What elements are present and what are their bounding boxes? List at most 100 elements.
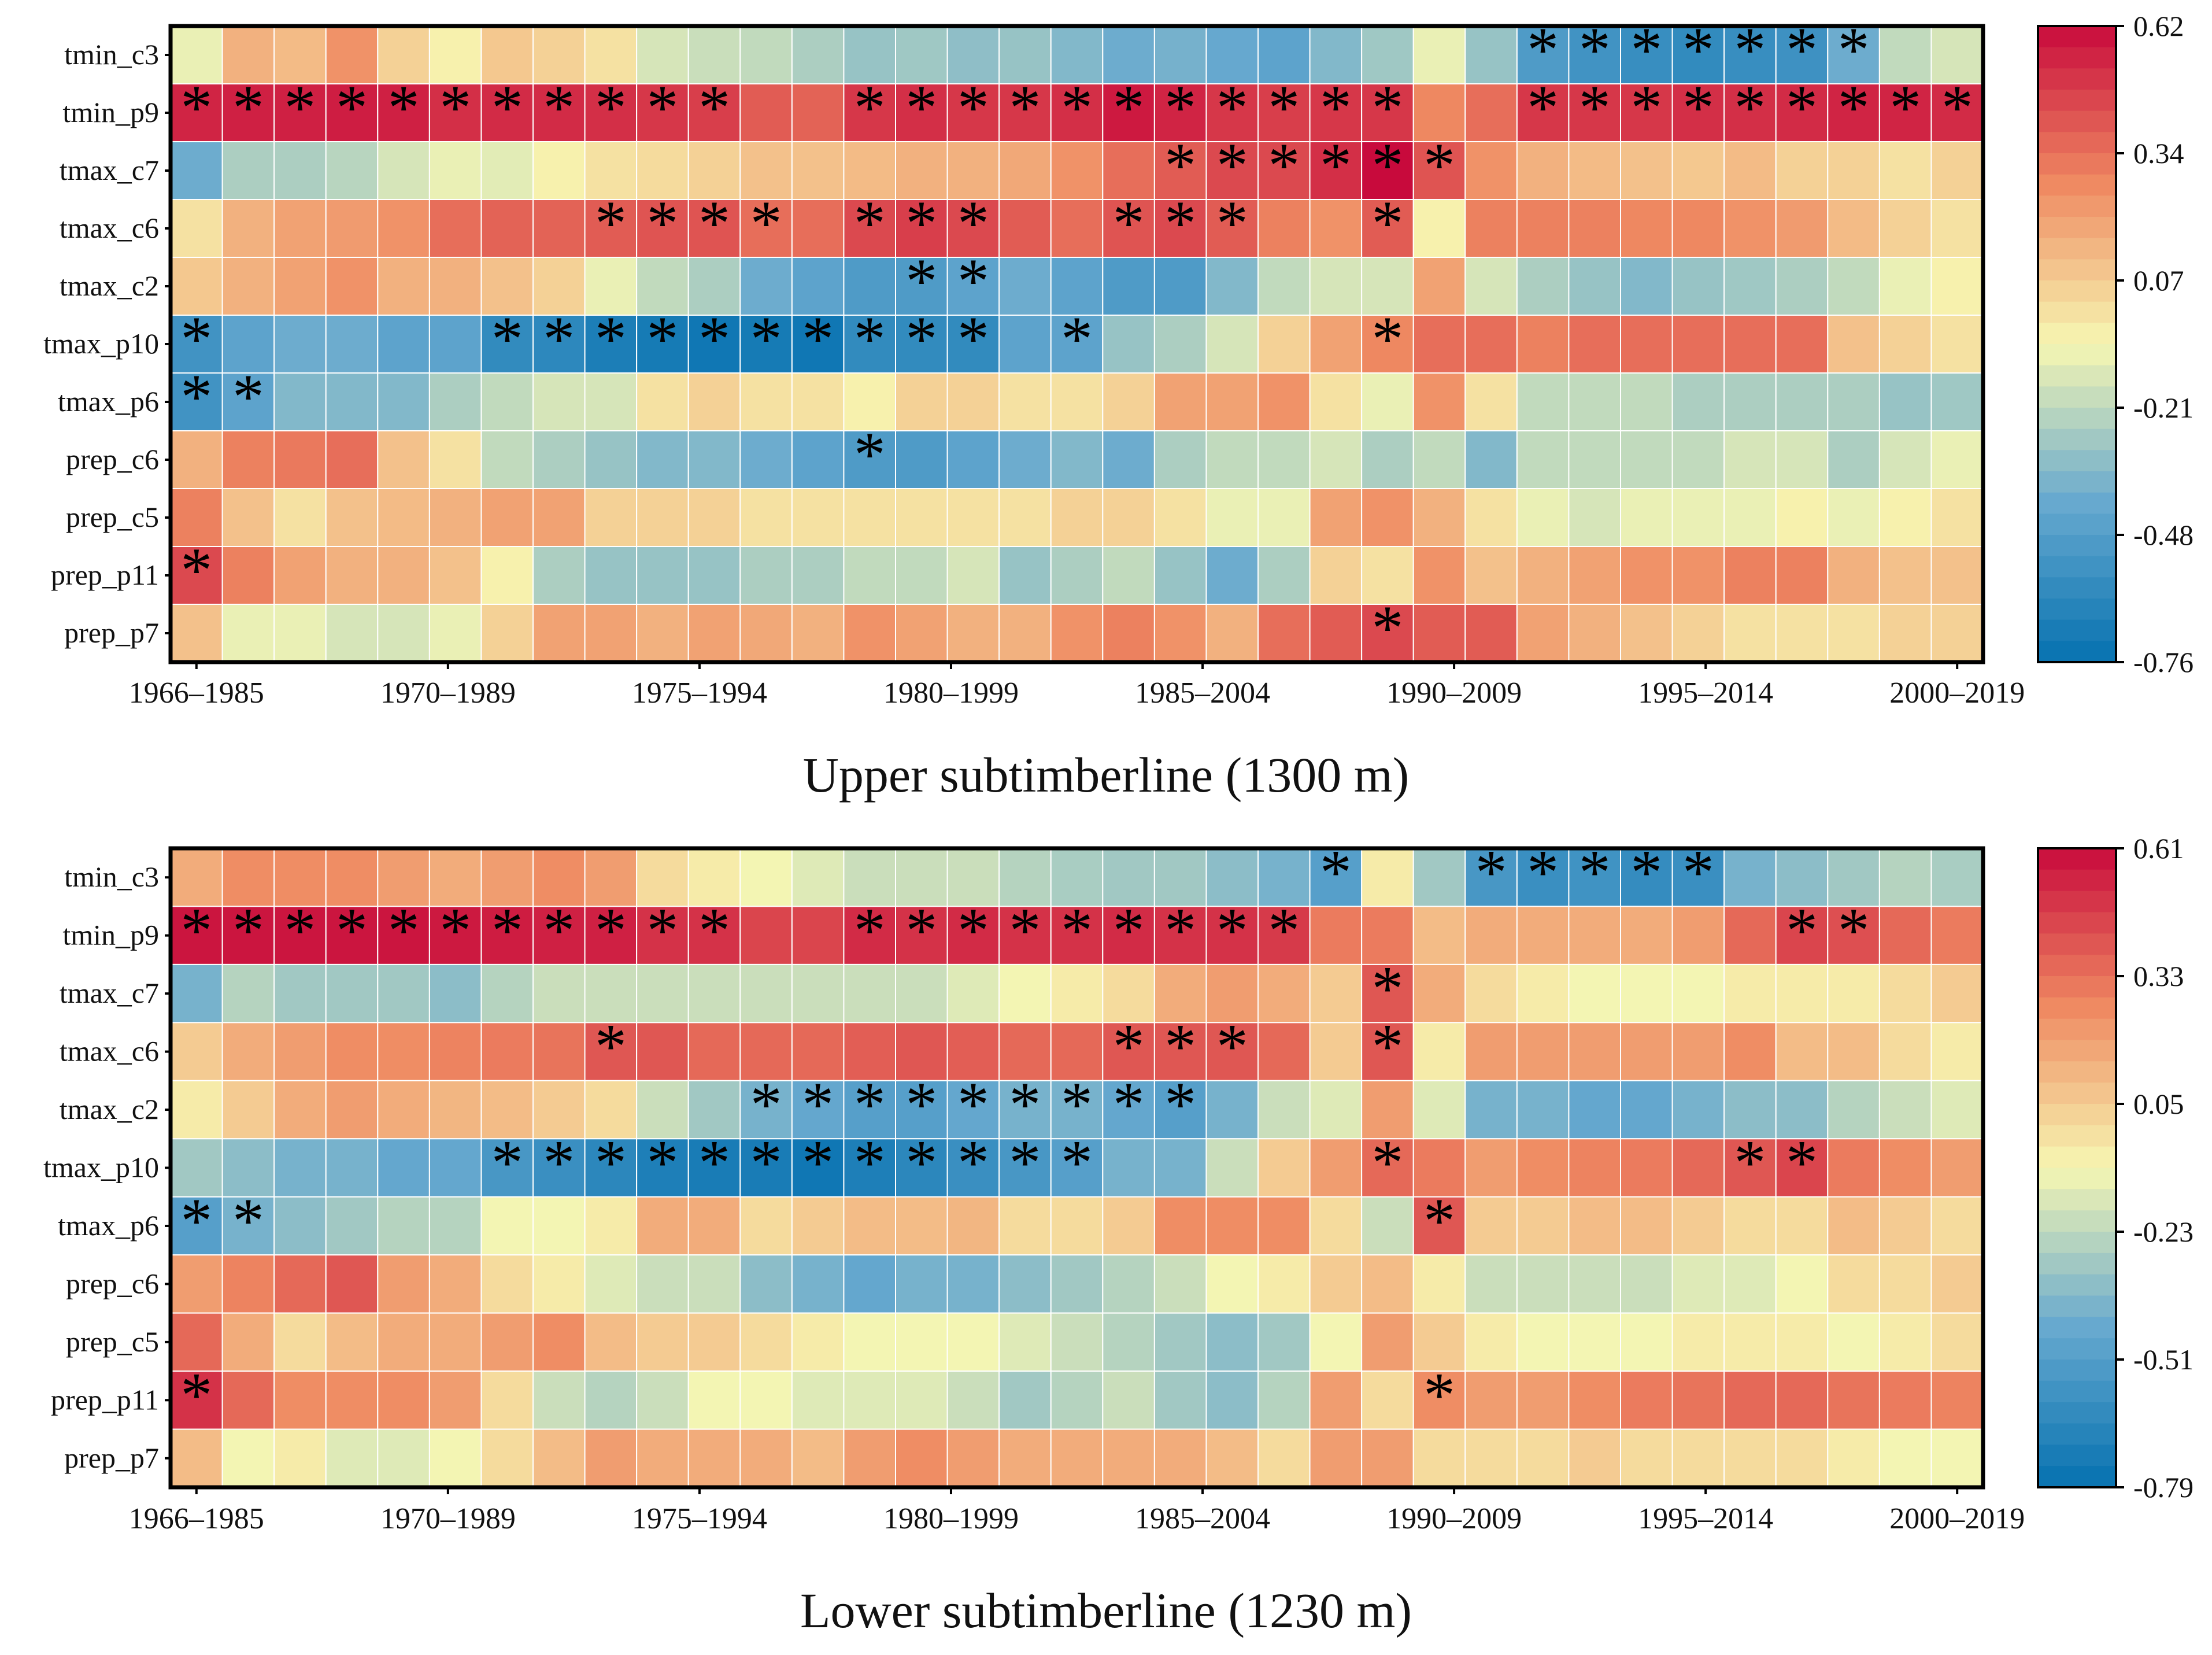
- row-label: prep_p7: [64, 616, 159, 649]
- row-label: tmin_c3: [64, 38, 159, 71]
- heatmap-cell: [946, 1312, 1000, 1372]
- heatmap-cell: [1930, 141, 1984, 200]
- heatmap-cell: [791, 1138, 845, 1198]
- heatmap-cell: [1568, 372, 1621, 431]
- significance-star: *: [1423, 1185, 1455, 1256]
- heatmap-cell: [739, 430, 793, 489]
- colorbar-tick-label: -0.51: [2133, 1343, 2193, 1376]
- heatmap-cell: [584, 1080, 638, 1140]
- heatmap-cell: [1050, 488, 1104, 547]
- heatmap-cell: [377, 1428, 430, 1488]
- heatmap-cell: [1827, 546, 1880, 605]
- heatmap-cell: [1516, 1080, 1570, 1140]
- heatmap-cell: [687, 604, 741, 663]
- heatmap-cell: [1102, 1312, 1155, 1372]
- heatmap-cell: [1153, 546, 1207, 605]
- heatmap-cell: [687, 1022, 741, 1081]
- heatmap-cell: [1309, 1254, 1363, 1314]
- significance-star: *: [336, 72, 368, 143]
- heatmap-cell: [1464, 604, 1518, 663]
- heatmap-cell: [480, 1022, 534, 1081]
- significance-star: *: [1630, 72, 1662, 143]
- heatmap-cell: [1671, 604, 1725, 663]
- heatmap-cell: [687, 1428, 741, 1488]
- heatmap-cell: [377, 1312, 430, 1372]
- significance-star: *: [543, 895, 575, 966]
- heatmap-cell: [1412, 1254, 1466, 1314]
- heatmap-cell: [791, 906, 845, 965]
- heatmap-cell: [791, 199, 845, 258]
- heatmap-cell: [1412, 604, 1466, 663]
- significance-star: *: [1579, 72, 1611, 143]
- heatmap-cell: [946, 546, 1000, 605]
- heatmap-cell: [1257, 1196, 1311, 1256]
- heatmap-cell: [895, 430, 948, 489]
- heatmap-cell: [1309, 546, 1363, 605]
- heatmap-cell: [739, 1428, 793, 1488]
- heatmap-cell: [1309, 848, 1363, 907]
- heatmap-cell: [584, 1312, 638, 1372]
- heatmap-cell: [1309, 257, 1363, 316]
- heatmap-cell: [584, 141, 638, 200]
- heatmap-cell: [1153, 25, 1207, 84]
- heatmap-cell: [1102, 257, 1155, 316]
- heatmap-cell: [1620, 604, 1673, 663]
- heatmap-cell: [843, 83, 897, 142]
- row-label: tmax_p6: [58, 1209, 159, 1242]
- heatmap-cell: [273, 1254, 327, 1314]
- heatmap-cell: [1309, 906, 1363, 965]
- x-tick-label: 2000–2019: [1889, 1502, 2025, 1535]
- heatmap-cell: [739, 488, 793, 547]
- heatmap-cell: [1102, 199, 1155, 258]
- heatmap-cell: [791, 963, 845, 1024]
- row-label: tmax_p10: [43, 1151, 159, 1184]
- significance-star: *: [854, 895, 886, 966]
- heatmap-cell: [1671, 963, 1725, 1024]
- heatmap-cell: [998, 1138, 1052, 1198]
- heatmap-cell: [1464, 488, 1518, 547]
- significance-star: *: [854, 1069, 886, 1140]
- row-label: tmax_c7: [60, 154, 159, 186]
- heatmap-cell: [480, 604, 534, 663]
- heatmap-cell: [221, 546, 275, 605]
- heatmap-cell: [480, 488, 534, 547]
- significance-star: *: [957, 72, 989, 143]
- heatmap-cell: [791, 488, 845, 547]
- heatmap-cell: [739, 848, 793, 907]
- heatmap-cell: [1205, 848, 1259, 907]
- heatmap-cell: [1309, 141, 1363, 200]
- heatmap-cell: [843, 848, 897, 907]
- heatmap-cell: [1516, 199, 1570, 258]
- significance-star: *: [905, 72, 937, 143]
- colorbar-segment: [2038, 153, 2116, 175]
- heatmap-cell: [1309, 315, 1363, 374]
- heatmap-cell: [1153, 1022, 1207, 1081]
- heatmap-cell: [221, 1312, 275, 1372]
- heatmap-cell: [946, 848, 1000, 907]
- heatmap-cell: [325, 1428, 379, 1488]
- heatmap-cell: [170, 1254, 223, 1314]
- significance-star: *: [854, 1128, 886, 1198]
- upper-heatmap-panel: * * * * * * ** * * * * * * * * * * * * * * * * * * * * * * * * * * * * * ** *…: [43, 10, 2193, 710]
- heatmap-cell: [1723, 1370, 1777, 1430]
- heatmap-cell: [1361, 604, 1414, 663]
- heatmap-cell: [1205, 257, 1259, 316]
- heatmap-cell: [1723, 1254, 1777, 1314]
- heatmap-cell: [791, 546, 845, 605]
- heatmap-cell: [221, 1254, 275, 1314]
- significance-star: *: [1216, 188, 1248, 258]
- heatmap-cell: [170, 1428, 223, 1488]
- significance-star: *: [595, 72, 627, 143]
- heatmap-cell: [428, 906, 482, 965]
- heatmap-cell: [1050, 1428, 1104, 1488]
- heatmap-cell: [1723, 257, 1777, 316]
- significance-star: *: [1371, 130, 1403, 201]
- heatmap-cell: [428, 372, 482, 431]
- heatmap-cell: [1878, 1080, 1932, 1140]
- colorbar-segment: [2038, 47, 2116, 69]
- significance-star: *: [1164, 72, 1196, 143]
- heatmap-cell: [895, 963, 948, 1024]
- heatmap-cell: [1412, 488, 1466, 547]
- heatmap-cell: [687, 1254, 741, 1314]
- significance-star: *: [750, 188, 782, 258]
